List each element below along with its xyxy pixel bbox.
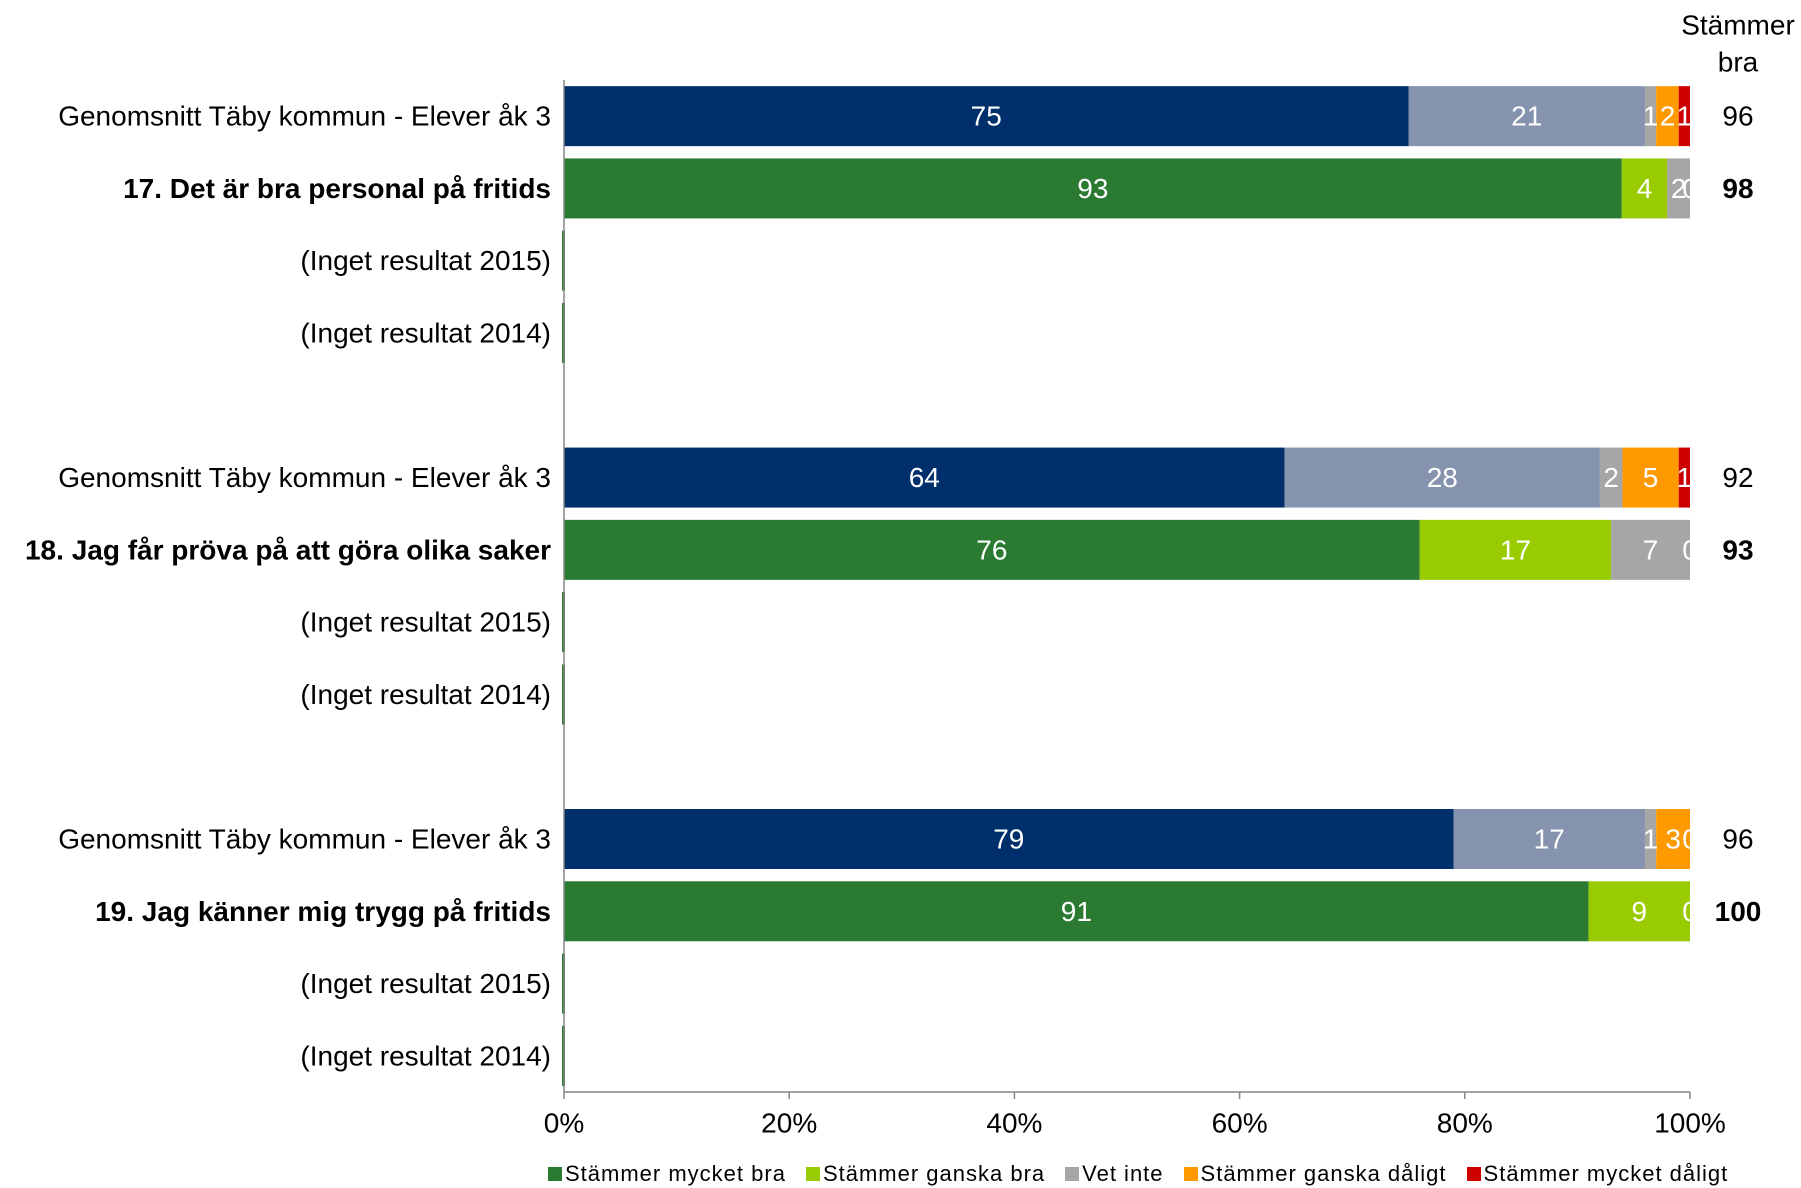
category-label: (Inget resultat 2014) — [300, 318, 551, 349]
total-column-title-line: Stämmer — [1681, 10, 1795, 41]
category-label: Genomsnitt Täby kommun - Elever åk 3 — [58, 101, 551, 132]
total-value: 98 — [1722, 173, 1753, 204]
bars-layer — [562, 86, 1690, 1086]
bar-value-label: 93 — [1077, 173, 1108, 204]
bar-segment — [564, 158, 1622, 219]
category-label: Genomsnitt Täby kommun - Elever åk 3 — [58, 824, 551, 855]
bar-segment — [1599, 447, 1623, 508]
bar-value-label: 0 — [1682, 173, 1698, 204]
bar-value-label: 75 — [971, 101, 1002, 132]
bar-value-label: 91 — [1061, 896, 1092, 927]
bar-value-label: 79 — [993, 824, 1024, 855]
bar-segment — [1644, 809, 1657, 869]
bar-value-label: 28 — [1427, 462, 1458, 493]
total-value: 100 — [1715, 896, 1762, 927]
x-tick-label: 80% — [1437, 1108, 1493, 1139]
bar-value-label: 1 — [1677, 101, 1693, 132]
bar-segment — [1678, 86, 1690, 147]
bar-segment — [1588, 881, 1690, 942]
category-label: 19. Jag känner mig trygg på fritids — [95, 896, 551, 927]
total-column-title-line: bra — [1718, 47, 1759, 78]
bar-segment — [1644, 86, 1657, 147]
legend-label: Stämmer mycket bra — [565, 1161, 786, 1186]
bar-value-label: 64 — [909, 462, 940, 493]
bar-value-label: 2 — [1603, 462, 1619, 493]
bar-segment — [1611, 519, 1690, 580]
bar-segment — [1284, 447, 1600, 508]
legend-item-stammer-mycket-daligt: Stämmer mycket dåligt — [1466, 1161, 1729, 1186]
x-tick-label: 60% — [1212, 1108, 1268, 1139]
bar-segment — [1656, 86, 1679, 147]
bar-value-label: 0 — [1682, 534, 1698, 565]
bar-value-label: 0 — [1682, 896, 1698, 927]
bar-segment — [1621, 158, 1668, 219]
bar-value-label: 1 — [1643, 101, 1659, 132]
legend-label: Vet inte — [1082, 1161, 1164, 1186]
legend-item-vet-inte: Vet inte — [1065, 1162, 1163, 1186]
category-label: (Inget resultat 2014) — [300, 1040, 551, 1071]
x-tick-label: 40% — [986, 1108, 1042, 1139]
category-label: 17. Det är bra personal på fritids — [123, 173, 551, 204]
legend-swatch — [805, 1167, 820, 1181]
total-value: 96 — [1722, 824, 1753, 855]
legend-swatch — [1065, 1167, 1080, 1181]
category-label: (Inget resultat 2015) — [300, 968, 551, 999]
bar-value-label: 3 — [1665, 824, 1681, 855]
bar-value-label: 17 — [1500, 534, 1531, 565]
category-label: (Inget resultat 2014) — [300, 679, 551, 710]
bar-value-label: 1 — [1677, 462, 1693, 493]
bar-value-label: 0 — [1682, 824, 1698, 855]
bar-value-label: 4 — [1637, 173, 1653, 204]
bar-value-label: 5 — [1643, 462, 1659, 493]
legend-swatch — [548, 1167, 562, 1181]
category-label: (Inget resultat 2015) — [300, 245, 551, 276]
total-value: 92 — [1722, 462, 1753, 493]
bar-segment — [1667, 158, 1690, 219]
bar-segment — [564, 447, 1285, 508]
bar-value-label: 21 — [1511, 101, 1542, 132]
total-value: 96 — [1722, 101, 1753, 132]
bar-segment — [564, 519, 1420, 580]
bar-segment — [1622, 447, 1679, 508]
bar-value-label: 1 — [1643, 824, 1659, 855]
legend-item-stammer-ganska-bra: Stämmer ganska bra — [805, 1161, 1046, 1186]
x-tick-label: 0% — [544, 1108, 584, 1139]
category-label: 18. Jag får pröva på att göra olika sake… — [25, 534, 551, 565]
legend-item-stammer-mycket-bra: Stämmer mycket bra — [548, 1162, 786, 1186]
bar-segment — [1419, 519, 1612, 580]
legend-swatch — [1183, 1167, 1198, 1181]
x-tick-label: 20% — [761, 1108, 817, 1139]
legend-item-stammer-ganska-daligt: Stämmer ganska dåligt — [1183, 1161, 1447, 1186]
legend-swatch — [1466, 1167, 1481, 1181]
x-tick-label: 100% — [1654, 1108, 1726, 1139]
category-label: Genomsnitt Täby kommun - Elever åk 3 — [58, 462, 551, 493]
bar-segment — [564, 86, 1409, 147]
category-label: (Inget resultat 2015) — [300, 607, 551, 638]
legend: Stämmer mycket bra Stämmer ganska bra Ve… — [548, 1162, 1728, 1186]
bar-value-label: 76 — [976, 534, 1007, 565]
bar-segment — [1453, 809, 1645, 869]
bar-segment — [1408, 86, 1645, 147]
legend-label: Stämmer ganska dåligt — [1200, 1161, 1447, 1186]
bar-value-label: 17 — [1534, 824, 1565, 855]
legend-label: Stämmer ganska bra — [822, 1161, 1046, 1186]
total-value: 93 — [1722, 534, 1753, 565]
bar-segment — [1678, 447, 1690, 508]
bar-value-label: 9 — [1632, 896, 1648, 927]
bar-segment — [1656, 809, 1690, 869]
bar-segment — [564, 881, 1589, 942]
legend-label: Stämmer mycket dåligt — [1483, 1161, 1729, 1186]
bar-value-label: 2 — [1671, 173, 1687, 204]
bar-value-label: 2 — [1660, 101, 1676, 132]
bar-segment — [564, 809, 1454, 869]
bar-value-label: 7 — [1643, 534, 1659, 565]
